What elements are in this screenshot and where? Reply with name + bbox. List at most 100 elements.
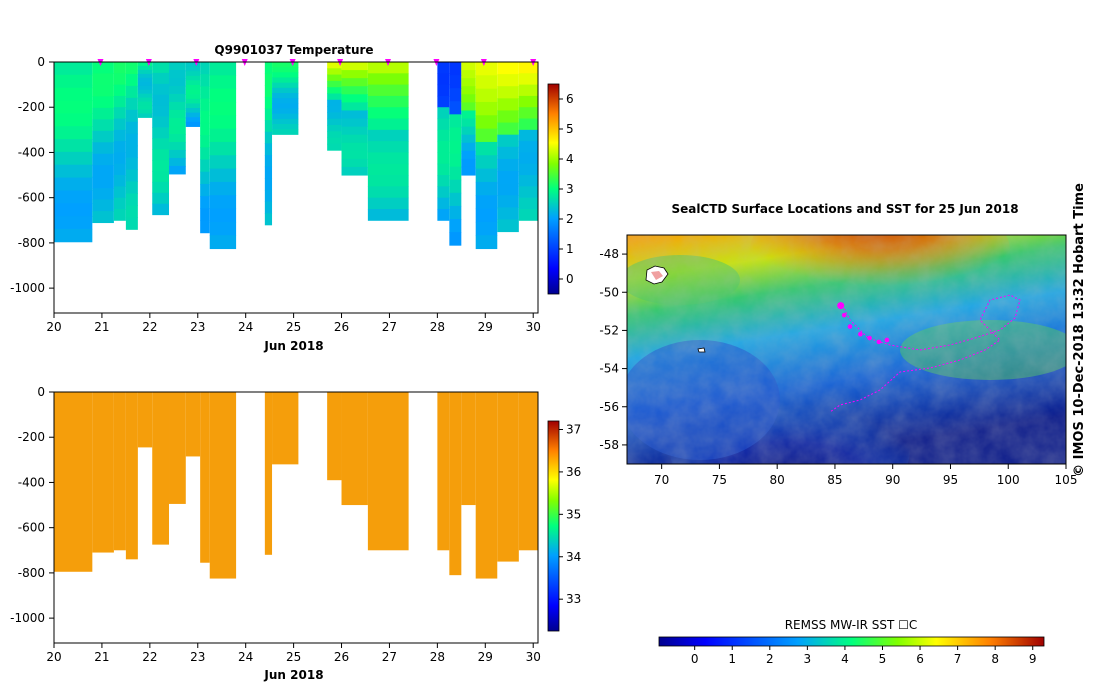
temperature-cell [152, 181, 170, 194]
map-x-tick-label: 95 [943, 473, 958, 487]
profile-column [475, 392, 498, 579]
salinity-column-fill [518, 392, 538, 551]
temperature-cell [367, 95, 409, 108]
temperature-y-ticks: 0 -200 -400 -600 -800 -1000 [10, 55, 54, 295]
temperature-cell [185, 62, 201, 68]
temperature-cell [341, 86, 368, 95]
temperature-cell [449, 88, 462, 102]
profile-column [125, 392, 138, 560]
temperature-cell [327, 124, 342, 132]
x-tick-label: 22 [142, 650, 157, 664]
temperature-cell [461, 94, 476, 103]
map-axes-frame [626, 234, 1067, 465]
temperature-cell [341, 158, 368, 168]
y-tick-label: -1000 [10, 611, 45, 625]
temperature-cell [272, 87, 299, 94]
colorbar-tick-label: 33 [566, 592, 581, 606]
temperature-cell [327, 99, 342, 107]
temperature-cell [461, 102, 476, 111]
x-tick-label: 29 [478, 650, 493, 664]
temperature-cell [367, 152, 409, 165]
salinity-column-fill [264, 392, 273, 555]
salinity-x-label: Jun 2018 [263, 668, 323, 682]
salinity-column-fill [497, 392, 519, 562]
y-tick-label: -800 [18, 236, 45, 250]
temperature-cell [497, 146, 519, 160]
temperature-cell [518, 107, 538, 120]
temperature-cell [152, 62, 170, 74]
kerguelen-island [645, 265, 669, 285]
temperature-cell [437, 186, 450, 199]
temperature-cell [367, 73, 409, 86]
temperature-cell [185, 112, 201, 118]
map-y-tick-label: -52 [599, 323, 619, 337]
x-tick-label: 24 [238, 650, 253, 664]
profile-column [54, 392, 93, 572]
temperature-cell [475, 88, 498, 103]
profile-column [113, 392, 126, 551]
temperature-cell [152, 203, 170, 216]
profile-column [461, 62, 476, 176]
temperature-cell [449, 179, 462, 194]
temperature-cell [125, 121, 138, 135]
temperature-cell [113, 62, 126, 74]
temperature-cell [169, 62, 186, 71]
temperature-cell [169, 157, 186, 167]
temperature-cell [209, 62, 237, 76]
profile-column [449, 62, 462, 246]
temperature-cell [264, 85, 273, 98]
temperature-cell [264, 131, 273, 144]
temperature-cell [341, 142, 368, 152]
sst-tick-label: 7 [954, 652, 962, 666]
profile-column [137, 392, 153, 448]
temperature-cell [185, 85, 201, 91]
temperature-cell [264, 62, 273, 75]
temperature-cell [272, 77, 299, 84]
temperature-cell [497, 195, 519, 208]
profile-column [367, 62, 409, 221]
temperature-cell [92, 142, 114, 155]
temperature-cell [497, 110, 519, 124]
temperature-cell [169, 149, 186, 159]
profile-column [437, 392, 450, 551]
sst-colorbar-label: REMSS MW-IR SST ☐C [785, 618, 918, 632]
x-tick-label: 25 [286, 650, 301, 664]
map-y-tick-label: -50 [599, 285, 619, 299]
temperature-cell [461, 150, 476, 160]
temperature-cell [113, 141, 126, 153]
seal-location-point [876, 339, 882, 345]
temperature-cell [200, 171, 210, 185]
temperature-cell [518, 118, 538, 131]
temperature-cell [449, 218, 462, 233]
temperature-cell [113, 129, 126, 142]
temperature-cell [475, 75, 498, 90]
temperature-cell [518, 175, 538, 187]
map-x-tick-label: 90 [885, 473, 900, 487]
temperature-cell [209, 141, 237, 156]
temperature-cell [475, 155, 498, 170]
map-x-tick-label: 85 [827, 473, 842, 487]
profile-column [169, 62, 186, 175]
temperature-cell [169, 141, 186, 151]
temperature-cell [461, 118, 476, 128]
seal-location-point [867, 335, 872, 341]
temperature-cell [113, 118, 126, 131]
temperature-cell [475, 115, 498, 130]
temperature-cell [341, 62, 368, 71]
temperature-cell [367, 118, 409, 131]
temperature-cell [437, 208, 450, 221]
x-tick-label: 29 [478, 320, 493, 334]
temperature-cell [92, 165, 114, 178]
temperature-cell [341, 94, 368, 103]
temperature-cell [461, 62, 476, 71]
temperature-cell [497, 207, 519, 220]
profile-column [152, 392, 170, 545]
temperature-cell [200, 86, 210, 100]
temperature-cell [169, 69, 186, 79]
x-tick-label: 23 [190, 650, 205, 664]
temperature-cell [437, 129, 450, 142]
temperature-cell [125, 133, 138, 147]
temperature-cell [475, 128, 498, 143]
temperature-cell [200, 110, 210, 124]
salinity-y-ticks: 0 -200 -400 -600 -800 -1000 [10, 385, 54, 625]
